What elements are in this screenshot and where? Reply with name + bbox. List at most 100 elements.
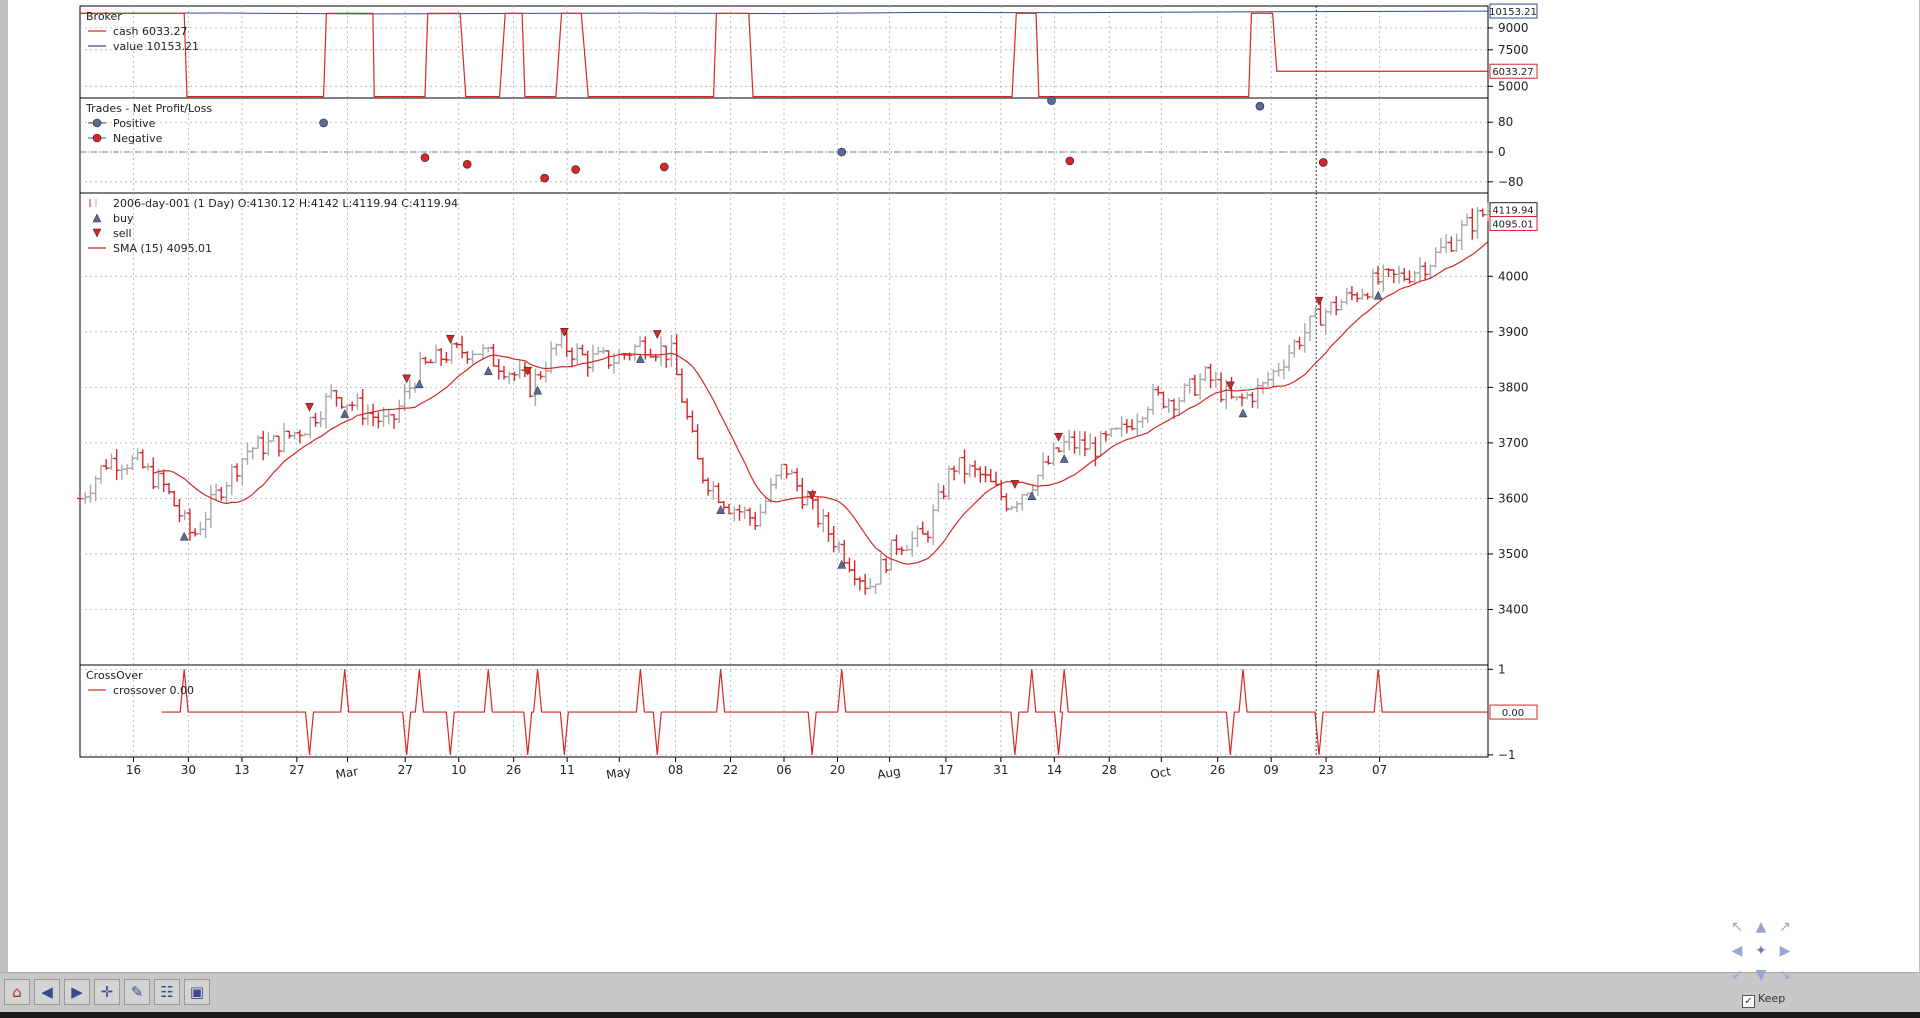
bottom-strip [0,1012,1920,1018]
buy-marker-8 [1027,491,1037,501]
legend-label-0-1: value 10153.21 [113,40,199,53]
sell-marker-7 [1010,480,1020,489]
y-tick-label-2-3: 3700 [1498,436,1529,450]
nav-down-right-icon[interactable]: ↘ [1779,967,1791,983]
sell-marker-3 [523,366,533,376]
nav-up-icon[interactable]: ▲ [1755,919,1767,935]
x-tick-label-19: Oct [1149,764,1172,781]
legend-label-2-0: buy [113,212,134,225]
buy-marker-4 [533,385,543,395]
home-button[interactable]: ⌂ [4,979,30,1005]
checkbox-check-icon[interactable]: ✓ [1742,995,1755,1008]
positive-trade-point-0 [319,118,328,128]
y-tick-label-0-1: 7500 [1498,43,1529,57]
last-value-label-0-0: 10153.21 [1489,3,1538,19]
negative-trade-point-6 [1318,158,1328,167]
arrow-right-icon: ▶ [71,983,83,1001]
x-tick-label-0: 16 [126,763,141,777]
x-tick-label-1: 30 [181,763,196,777]
last-value-text-2-0: 4119.94 [1492,206,1533,217]
last-value-text-2-1: 4095.01 [1492,220,1533,231]
last-value-box-0-0 [1489,3,1538,19]
x-tick-label-9: May [605,764,632,782]
zoom-button[interactable]: ✎ [124,979,150,1005]
last-value-box-3-0 [1489,704,1538,720]
x-tick-label-20: 26 [1210,763,1225,777]
positive-trade-point-1 [837,147,847,157]
last-value-label-0-1: 6033.27 [1489,63,1538,79]
x-tick-label-12: 06 [776,763,791,777]
x-tick-label-22: 23 [1318,763,1333,777]
buy-marker-11 [1373,290,1383,300]
panel-title-1: Trades - Net Profit/Loss [85,102,212,115]
legend-swatch-2-1 [92,228,102,238]
last-value-text-0-1: 6033.27 [1492,67,1533,78]
sell-marker-6 [807,491,817,501]
panel-title-3: CrossOver [86,669,143,682]
nav-down-left-icon[interactable]: ↙ [1731,967,1743,983]
x-tick-label-17: 14 [1047,763,1062,777]
x-tick-label-23: 07 [1372,763,1387,777]
nav-right-icon[interactable]: ▶ [1779,943,1791,959]
legend-swatch-2-0 [92,213,102,223]
x-tick-label-8: 11 [560,763,575,777]
x-tick-label-16: 31 [993,763,1008,777]
x-tick-label-10: 08 [668,763,683,777]
figure-canvas[interactable]: 16 30 13 27 Mar 27 10 26 11 May 08 22 06 20 Aug 17 31 14 2… [8,0,1919,972]
x-tick-label-13: 20 [830,763,845,777]
x-tick-label-7: 26 [506,763,521,777]
y-tick-label-1-0: 80 [1498,115,1513,129]
x-tick-label-4: Mar [334,764,359,782]
sell-marker-9 [1225,381,1235,391]
last-value-box-0-1 [1489,63,1538,79]
y-tick-label-2-6: 3400 [1498,602,1529,616]
pan-button[interactable]: ✛ [94,979,120,1005]
y-tick-label-2-5: 3500 [1498,547,1529,561]
nav-up-right-icon[interactable]: ↗ [1779,919,1791,935]
x-tick-label-3: 27 [289,763,304,777]
y-tick-label-1-2: −80 [1498,175,1523,189]
home-icon: ⌂ [12,983,22,1001]
sell-marker-1 [402,374,412,384]
positive-trade-point-3 [1255,101,1265,111]
last-value-label-3-0: 0.00 [1489,704,1538,720]
keep-checkbox[interactable]: ✓ Keep [1742,992,1785,1008]
chart-svg[interactable]: 16 30 13 27 Mar 27 10 26 11 May 08 22 06 20 Aug 17 31 14 2… [8,0,1919,972]
last-value-box-2-1 [1489,216,1538,232]
panel-title-0: Broker [86,10,122,23]
sell-marker-10 [1314,296,1324,306]
buy-marker-6 [716,505,726,514]
nav-center-icon[interactable]: ✦ [1755,943,1767,959]
forward-button[interactable]: ▶ [64,979,90,1005]
move-icon: ✛ [100,983,114,1001]
save-icon: ▣ [189,983,205,1001]
x-tick-label-18: 28 [1102,763,1117,777]
cash-series-line [80,12,1488,98]
negative-trade-point-0 [420,153,430,162]
y-tick-label-3-0: 1 [1498,662,1506,676]
nav-down-icon[interactable]: ▼ [1755,967,1767,983]
positive-trade-point-2 [1047,96,1056,105]
negative-trade-point-3 [571,165,580,174]
nav-left-icon[interactable]: ◀ [1731,943,1743,959]
nav-up-left-icon[interactable]: ↖ [1731,919,1743,935]
legend-label-2-1: sell [113,227,132,240]
keep-label: Keep [1758,992,1786,1005]
sell-marker-0 [305,402,314,412]
buy-marker-3 [483,366,493,376]
sell-marker-2 [445,334,455,344]
x-tick-label-21: 09 [1264,763,1279,777]
navigation-pad: ↖ ▲ ↗ ◀ ✦ ▶ ↙ ▼ ↘ [1726,914,1806,996]
back-button[interactable]: ◀ [34,979,60,1005]
toolbar: ⌂ ◀ ▶ ✛ ✎ ☷ ▣ [0,972,1920,1013]
last-value-label-2-0: 4119.94 [1489,202,1538,218]
x-tick-label-2: 13 [234,763,249,777]
crossover-series-line [161,669,1488,755]
buy-marker-5 [635,354,645,363]
zoom-icon: ✎ [130,983,144,1001]
negative-trade-point-1 [462,160,472,169]
save-button[interactable]: ▣ [184,979,210,1005]
x-tick-label-15: 17 [938,763,953,777]
configure-button[interactable]: ☷ [154,979,180,1005]
y-tick-label-1-1: 0 [1498,145,1506,159]
